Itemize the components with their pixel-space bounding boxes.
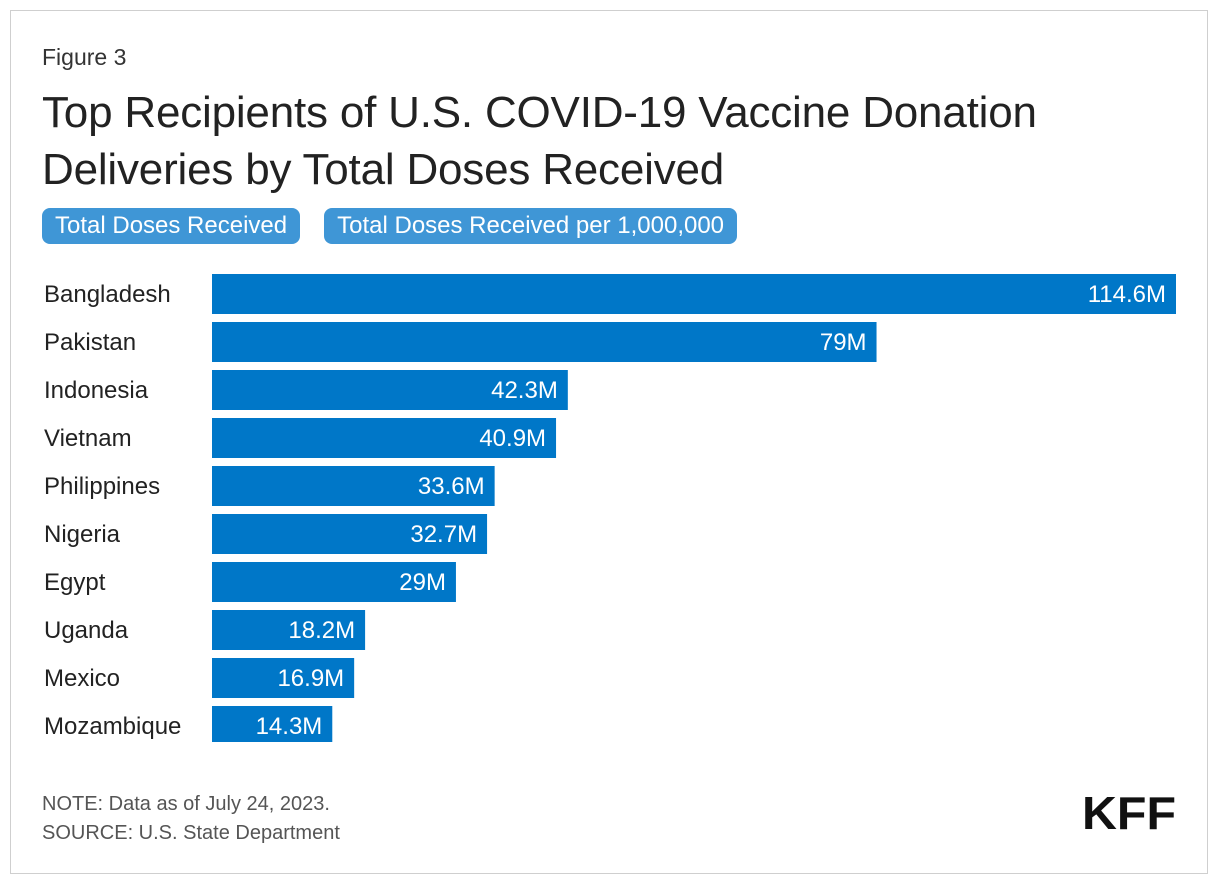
figure-label: Figure 3 xyxy=(42,44,127,70)
bar[interactable] xyxy=(212,370,568,410)
category-label: Bangladesh xyxy=(44,281,171,308)
note-text: NOTE: Data as of July 24, 2023. xyxy=(42,793,330,815)
category-label: Philippines xyxy=(44,473,160,500)
bar-value-label: 79M xyxy=(820,329,867,356)
category-label: Vietnam xyxy=(44,425,132,452)
bar[interactable] xyxy=(212,562,456,602)
figure-frame xyxy=(10,10,1208,874)
bar[interactable] xyxy=(212,466,495,506)
bar[interactable] xyxy=(212,418,557,458)
bar-value-label: 32.7M xyxy=(410,521,477,548)
source-text: SOURCE: U.S. State Department xyxy=(42,822,340,844)
category-label: Nigeria xyxy=(44,521,121,548)
kff-logo-text: KFF xyxy=(1082,789,1176,833)
bar[interactable] xyxy=(212,274,1176,314)
bar[interactable] xyxy=(212,610,366,650)
bar-value-label: 33.6M xyxy=(418,473,485,500)
category-label: Uganda xyxy=(44,617,129,644)
category-label: Mozambique xyxy=(44,713,181,740)
bar-value-label: 18.2M xyxy=(288,617,355,644)
bar[interactable] xyxy=(212,658,355,698)
bar-value-label: 40.9M xyxy=(479,425,546,452)
bar[interactable] xyxy=(212,514,488,554)
bar[interactable] xyxy=(212,706,333,742)
chart-footnotes: NOTE: Data as of July 24, 2023. SOURCE: … xyxy=(42,790,340,848)
category-label: Mexico xyxy=(44,665,120,692)
bar-value-label: 14.3M xyxy=(256,713,323,740)
category-label: Egypt xyxy=(44,569,106,596)
toggle-per-million-button[interactable]: Total Doses Received per 1,000,000 xyxy=(324,208,738,244)
category-label: Pakistan xyxy=(44,329,136,356)
toggle-total-doses-button[interactable]: Total Doses Received xyxy=(42,208,301,244)
bar-value-label: 114.6M xyxy=(1088,281,1166,308)
bar-value-label: 16.9M xyxy=(277,665,344,692)
bar[interactable] xyxy=(212,322,877,362)
bar-chart: Bangladesh 114.6M Pakistan 79M Indonesia 42.3… xyxy=(44,274,1176,742)
chart-title: Top Recipients of U.S. COVID-19 Vaccine … xyxy=(42,88,1037,194)
kff-logo: KFF xyxy=(1082,789,1176,833)
bar-value-label: 29M xyxy=(399,569,446,596)
bar-value-label: 42.3M xyxy=(491,377,558,404)
metric-toggle-group: Total Doses Received Total Doses Receive… xyxy=(42,208,738,244)
category-label: Indonesia xyxy=(44,377,149,404)
